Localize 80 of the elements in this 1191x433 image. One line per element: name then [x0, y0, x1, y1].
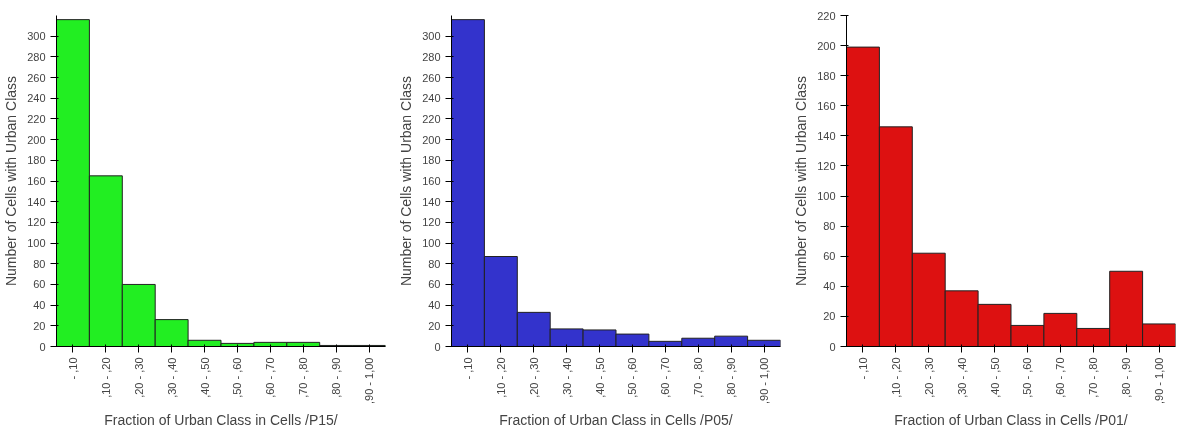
y-tick-label: 120 [817, 159, 836, 172]
y-tick-label: 80 [823, 220, 836, 233]
y-tick-label: 140 [817, 129, 836, 142]
x-tick-label: ,30 - ,40 [165, 357, 178, 398]
x-tick-label: ,60 - ,70 [1054, 357, 1067, 398]
y-tick-label: 160 [422, 175, 441, 187]
x-tick-label: ,70 - ,80 [692, 357, 705, 398]
x-tick-label: ,80 - ,90 [330, 357, 343, 398]
x-tick-label: - ,10 [66, 357, 79, 380]
x-tick-label: - ,10 [461, 357, 474, 380]
y-tick-label: 280 [422, 50, 441, 63]
x-tick-label: ,40 - ,50 [593, 357, 606, 398]
y-axis-title: Number of Cells with Urban Class [793, 75, 810, 287]
y-tick-label: 240 [422, 92, 441, 105]
y-tick-label: 0 [829, 340, 836, 353]
y-tick-label: 180 [817, 69, 836, 82]
x-tick-label: ,20 - ,30 [527, 357, 540, 398]
y-tick-label: 0 [434, 340, 441, 353]
x-tick-label: ,10 - ,20 [494, 357, 507, 398]
y-tick-label: 80 [33, 257, 46, 270]
y-tick-label: 220 [422, 112, 441, 125]
y-tick-label: 140 [27, 195, 46, 208]
y-tick-label: 260 [27, 71, 46, 84]
x-tick-label: ,50 - ,60 [231, 357, 244, 398]
y-tick-label: 60 [33, 278, 46, 291]
y-tick-label: 240 [27, 92, 46, 105]
y-tick-label: 100 [422, 237, 441, 250]
y-tick-label: 120 [27, 216, 46, 229]
y-tick-label: 40 [428, 299, 441, 312]
y-tick-label: 280 [27, 50, 46, 63]
x-tick-label: ,40 - ,50 [988, 357, 1001, 398]
y-tick-label: 160 [27, 175, 46, 187]
y-tick-label: 40 [823, 280, 836, 293]
y-tick-label: 60 [823, 250, 836, 263]
x-tick-label: ,90 - 1,00 [363, 357, 376, 404]
x-tick-label: ,10 - ,20 [99, 357, 112, 398]
y-tick-label: 160 [817, 99, 836, 112]
x-tick-label: ,70 - ,80 [1087, 357, 1100, 398]
y-tick-label: 200 [27, 133, 46, 146]
y-tick-label: 0 [39, 340, 46, 353]
x-tick-label: ,80 - ,90 [1120, 357, 1133, 398]
x-tick-label: ,80 - ,90 [725, 357, 738, 398]
y-tick-label: 200 [422, 133, 441, 146]
x-tick-label: ,30 - ,40 [560, 357, 573, 398]
y-axis-title: Number of Cells with Urban Class [398, 75, 415, 287]
y-tick-label: 180 [27, 154, 46, 167]
x-tick-label: ,40 - ,50 [198, 357, 211, 398]
y-axis-title: Number of Cells with Urban Class [3, 75, 20, 287]
x-tick-label: ,60 - ,70 [659, 357, 672, 398]
y-tick-label: 260 [422, 71, 441, 84]
y-tick-label: 140 [422, 195, 441, 208]
x-tick-label: ,20 - ,30 [132, 357, 145, 398]
x-tick-label: ,70 - ,80 [297, 357, 310, 398]
y-tick-label: 80 [428, 257, 441, 270]
x-tick-label: ,20 - ,30 [922, 357, 935, 398]
x-tick-label: ,60 - ,70 [264, 357, 277, 398]
x-tick-label: - ,10 [856, 357, 869, 380]
x-axis-title: Fraction of Urban Class in Cells /P01/ [894, 411, 1128, 428]
x-tick-label: ,90 - 1,00 [758, 357, 771, 404]
x-tick-label: ,30 - ,40 [955, 357, 968, 398]
x-axis-title: Fraction of Urban Class in Cells /P05/ [499, 411, 733, 428]
y-tick-label: 20 [428, 319, 441, 332]
y-tick-label: 20 [33, 319, 46, 332]
y-tick-label: 20 [823, 310, 836, 323]
y-tick-label: 40 [33, 299, 46, 312]
y-tick-label: 300 [422, 30, 441, 43]
y-tick-label: 100 [27, 237, 46, 250]
y-tick-label: 220 [27, 112, 46, 125]
x-tick-label: ,90 - 1,00 [1153, 357, 1166, 404]
y-tick-label: 300 [27, 30, 46, 43]
y-tick-label: 220 [817, 9, 836, 22]
x-axis-title: Fraction of Urban Class in Cells /P15/ [104, 411, 338, 428]
y-tick-label: 180 [422, 154, 441, 167]
y-tick-label: 200 [817, 39, 836, 52]
y-tick-label: 120 [422, 216, 441, 229]
x-tick-label: ,50 - ,60 [626, 357, 639, 398]
y-tick-label: 100 [817, 190, 836, 203]
x-tick-label: ,10 - ,20 [889, 357, 902, 398]
x-tick-label: ,50 - ,60 [1021, 357, 1034, 398]
y-tick-label: 60 [428, 278, 441, 291]
